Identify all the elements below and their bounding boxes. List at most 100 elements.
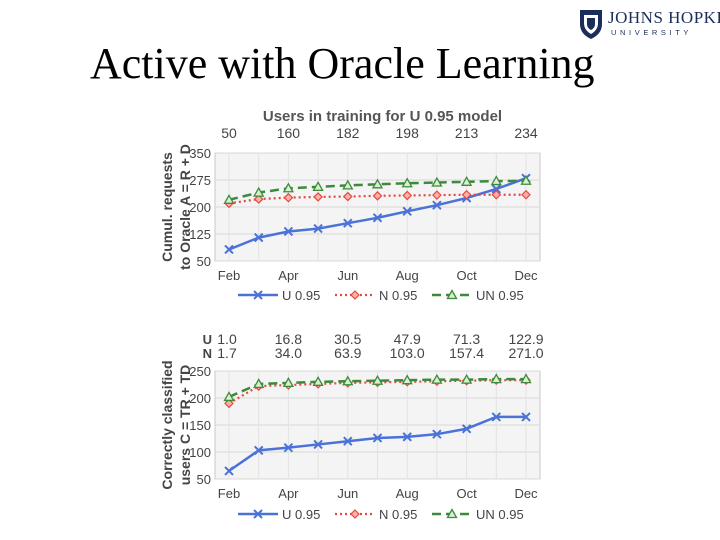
data-point [342,179,354,190]
data-point [342,191,353,202]
data-point [432,429,442,439]
logo-subtitle: UNIVERSITY [611,28,693,37]
legend-label: U 0.95 [282,507,320,522]
data-point [313,223,323,234]
legend-label: UN 0.95 [476,288,524,303]
chart-1: 50 125 200 275 350 Feb Apr Jun Aug Oct Dec Users in… [159,108,541,303]
data-point [521,412,531,422]
legend-marker [350,509,360,519]
row-value: 63.9 [334,345,361,361]
row-value: 157.4 [449,345,484,361]
row-value: 16.8 [275,331,302,347]
x-tick-label: Oct [456,486,477,501]
x-tick-label: Jun [337,486,358,501]
data-point [313,192,323,202]
data-point [372,433,383,443]
y-tick-label: 100 [189,445,211,460]
data-point [224,466,234,476]
row-label-N: N [203,346,212,361]
data-point [283,442,294,453]
data-point [491,412,502,422]
top-label: 182 [336,125,360,141]
x-tick-label: Oct [456,268,477,283]
data-point [521,189,531,200]
top-label: 50 [221,125,237,141]
row-value: 30.5 [334,331,361,347]
y-tick-label: 200 [189,391,211,406]
series-line-3 [228,179,527,202]
data-point [224,244,234,255]
x-tick-label: Jun [337,268,358,283]
legend-label: N 0.95 [379,507,417,522]
data-point [283,226,294,237]
data-point [223,193,235,204]
data-point [253,194,264,204]
data-point [253,186,265,197]
data-point [343,436,353,446]
data-point [224,398,234,409]
legend-label: U 0.95 [282,288,320,303]
data-point [312,181,324,191]
data-point [402,190,413,201]
y-tick-label: 200 [189,200,211,215]
legend-marker [446,508,458,519]
legend-marker [350,290,360,300]
data-point [490,175,502,186]
data-point [283,192,294,203]
data-point [253,445,264,456]
data-point [520,174,532,185]
x-tick-label: Dec [514,486,538,501]
logo-wordmark: JOHNS HOPKINS [608,8,720,27]
row-value: 1.0 [217,331,237,347]
row-label-U: U [203,332,212,347]
row-value: 71.3 [453,331,480,347]
data-point [372,213,383,223]
x-tick-label: Feb [218,486,240,501]
data-point [253,232,264,243]
y-axis-label: Cumul. requests [159,152,175,262]
y-axis-label: users C = TR + TD [177,365,193,486]
top-label: 213 [455,125,479,141]
x-tick-label: Aug [396,486,419,501]
row-value: 271.0 [508,345,543,361]
y-tick-label: 250 [189,364,211,379]
data-point [491,184,502,194]
data-point [401,374,413,385]
data-point [402,206,412,217]
legend-label: N 0.95 [379,288,417,303]
data-point [313,439,323,450]
data-point [223,391,235,402]
y-tick-label: 50 [197,472,211,487]
data-point [432,200,442,210]
university-logo: JOHNS HOPKINS UNIVERSITY [578,6,720,42]
data-point [401,177,413,188]
data-point [461,189,472,200]
y-tick-label: 275 [189,173,211,188]
data-point [312,375,324,386]
chart-2: 50 100 150 200 250 Feb Apr Jun Aug Oct Dec U 1.0 16.8… [159,331,544,522]
row-value: 1.7 [217,345,237,361]
legend-marker [253,509,263,519]
data-point [343,218,353,228]
data-point [520,373,532,384]
x-tick-label: Apr [278,486,299,501]
legend-marker [446,289,458,300]
top-label: 160 [277,125,301,141]
y-tick-label: 125 [189,227,211,242]
data-point [460,175,473,186]
y-axis-label: Correctly classified [159,360,175,489]
slide-title: Active with Oracle Learning [90,39,595,88]
data-point [460,373,473,384]
y-tick-label: 50 [197,254,211,269]
y-tick-label: 350 [189,146,211,161]
data-point [371,374,384,385]
data-point [432,190,442,200]
data-point [461,424,472,434]
x-tick-label: Apr [278,268,299,283]
row-value: 122.9 [508,331,543,347]
data-point [372,190,383,201]
data-point [253,378,265,389]
data-point [431,373,443,384]
data-point [282,377,295,388]
